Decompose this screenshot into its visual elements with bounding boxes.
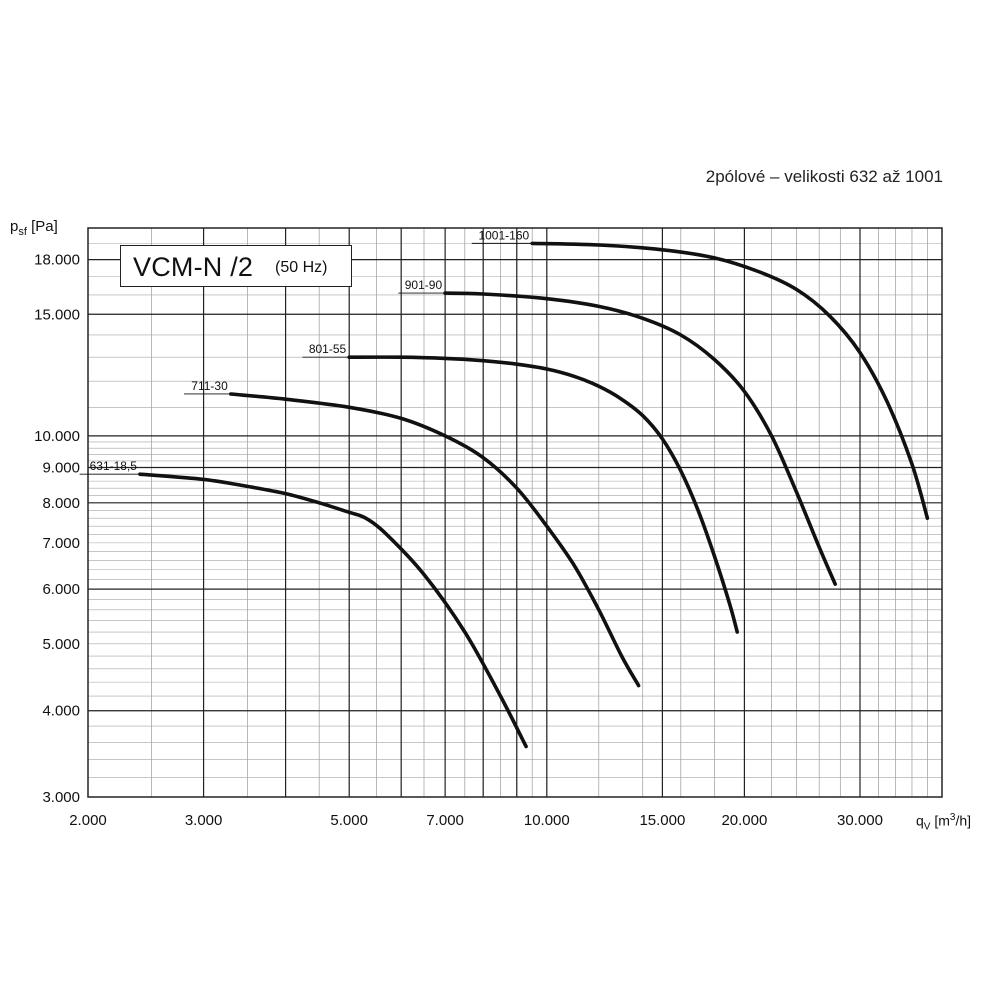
y-tick-label: 6.000	[42, 581, 80, 598]
model-title: VCM-N /2	[133, 252, 254, 282]
minor-grid	[88, 228, 942, 797]
x-tick-label: 7.000	[426, 812, 464, 829]
y-axis-label: psf [Pa]	[10, 218, 58, 238]
series-label: 711-30	[191, 379, 228, 393]
series-label: 631-18,5	[90, 459, 138, 473]
series-line	[443, 291, 837, 586]
series-label: 801-55	[309, 342, 347, 356]
x-tick-label: 10.000	[524, 812, 570, 829]
x-tick-label: 30.000	[837, 812, 883, 829]
series-curves: 631-18,5 711-30 801-55 901-90 1001-160	[79, 228, 930, 749]
x-tick-label: 20.000	[721, 812, 767, 829]
x-tick-label: 2.000	[69, 812, 107, 829]
series-line	[138, 472, 528, 749]
y-tick-label: 4.000	[42, 703, 80, 720]
chart-subtitle: 2pólové – velikosti 632 až 1001	[705, 167, 943, 186]
y-tick-label: 15.000	[34, 306, 80, 323]
series-label: 901-90	[405, 278, 443, 292]
major-grid	[88, 228, 942, 797]
y-tick-label: 8.000	[42, 495, 80, 512]
model-frequency: (50 Hz)	[275, 259, 328, 276]
y-tick-label: 18.000	[34, 252, 80, 269]
y-tick-label: 7.000	[42, 535, 80, 552]
x-axis-label: qV [m3/h]	[916, 812, 972, 833]
series-line	[347, 355, 739, 634]
series-line	[229, 392, 641, 688]
x-tick-label: 3.000	[185, 812, 223, 829]
y-tick-label: 9.000	[42, 459, 80, 476]
y-tick-label: 5.000	[42, 636, 80, 653]
x-tick-label: 5.000	[330, 812, 368, 829]
y-tick-label: 10.000	[34, 428, 80, 445]
model-title-box: VCM-N /2 (50 Hz)	[120, 245, 352, 287]
plot-frame	[87, 227, 943, 798]
y-tick-label: 3.000	[42, 789, 80, 806]
series-line	[530, 241, 930, 520]
series-label: 1001-160	[478, 228, 529, 242]
tick-labels: 2.000 3.000 5.000 7.000 10.000 15.000 20.000 30…	[34, 252, 883, 829]
x-tick-label: 15.000	[639, 812, 685, 829]
